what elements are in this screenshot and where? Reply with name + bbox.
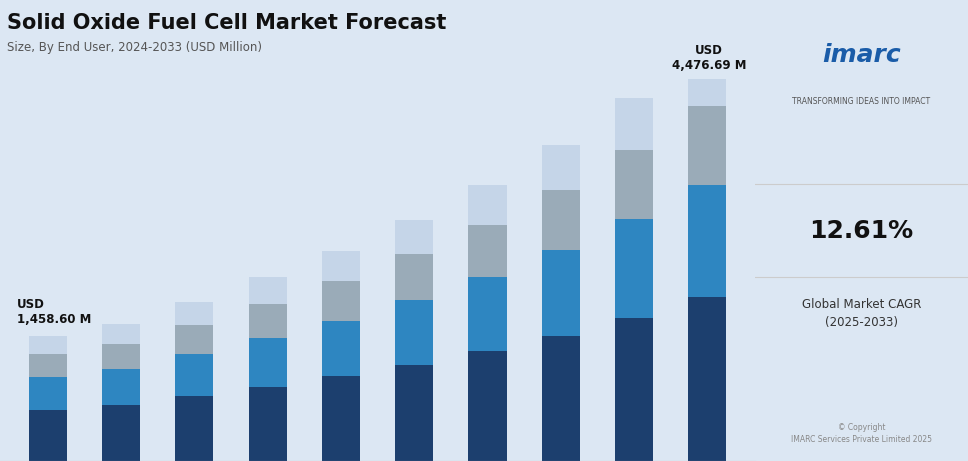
Bar xyxy=(688,297,726,461)
Bar xyxy=(102,343,140,369)
Bar xyxy=(469,185,506,225)
Bar xyxy=(469,351,506,461)
Text: USD
4,476.69 M: USD 4,476.69 M xyxy=(672,44,746,72)
Bar xyxy=(29,378,67,410)
Bar xyxy=(469,277,506,351)
Bar xyxy=(542,145,580,190)
Bar xyxy=(688,106,726,185)
Bar xyxy=(175,396,213,461)
Text: USD
1,458.60 M: USD 1,458.60 M xyxy=(16,298,91,326)
Text: 12.61%: 12.61% xyxy=(809,219,914,242)
Bar xyxy=(321,281,360,320)
Bar xyxy=(29,355,67,378)
Text: TRANSFORMING IDEAS INTO IMPACT: TRANSFORMING IDEAS INTO IMPACT xyxy=(793,97,930,106)
Bar xyxy=(102,405,140,461)
Bar xyxy=(542,250,580,336)
Bar xyxy=(249,338,287,387)
Text: imarc: imarc xyxy=(822,43,901,67)
Bar xyxy=(29,337,67,355)
Text: Size, By End User, 2024-2033 (USD Million): Size, By End User, 2024-2033 (USD Millio… xyxy=(8,41,262,54)
Text: Global Market CAGR
(2025-2033): Global Market CAGR (2025-2033) xyxy=(802,298,922,329)
Bar xyxy=(249,387,287,461)
Bar xyxy=(688,79,726,106)
Bar xyxy=(395,254,434,300)
Bar xyxy=(615,318,653,461)
Bar xyxy=(469,225,506,277)
Bar xyxy=(542,336,580,461)
Bar xyxy=(321,320,360,377)
Bar xyxy=(102,324,140,343)
Bar xyxy=(249,278,287,304)
Bar xyxy=(615,150,653,219)
Bar xyxy=(542,190,580,250)
Bar xyxy=(175,302,213,325)
Bar xyxy=(175,355,213,396)
Bar xyxy=(395,300,434,365)
Bar xyxy=(395,220,434,254)
Bar xyxy=(249,304,287,338)
Bar xyxy=(321,377,360,461)
Text: Solid Oxide Fuel Cell Market Forecast: Solid Oxide Fuel Cell Market Forecast xyxy=(8,13,446,33)
Bar xyxy=(395,365,434,461)
Bar xyxy=(615,98,653,150)
Bar xyxy=(29,410,67,461)
Bar xyxy=(175,325,213,355)
Text: © Copyright
IMARC Services Private Limited 2025: © Copyright IMARC Services Private Limit… xyxy=(791,423,932,444)
Bar xyxy=(321,251,360,281)
Bar xyxy=(102,369,140,405)
Bar xyxy=(688,185,726,297)
Bar xyxy=(615,219,653,318)
